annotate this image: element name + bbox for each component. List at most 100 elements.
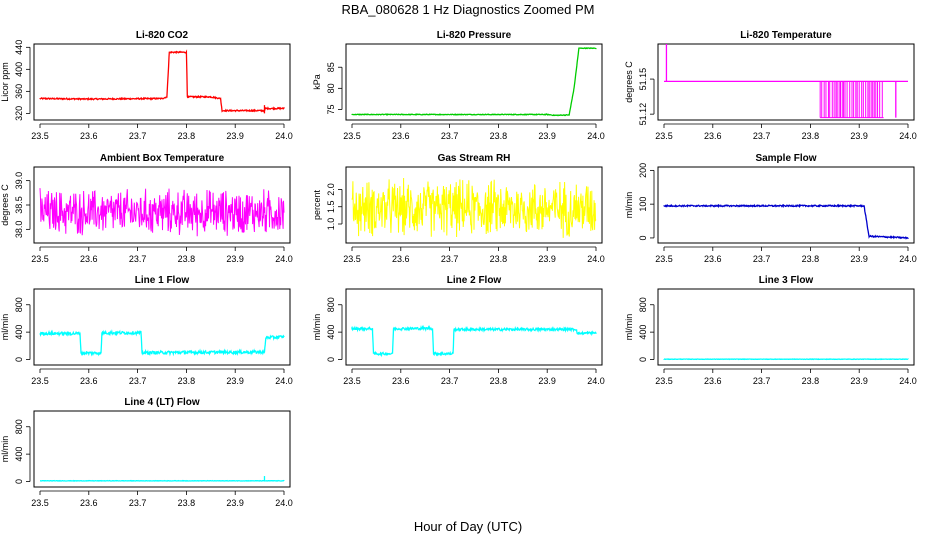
x-tick-label: 23.6: [704, 131, 722, 141]
x-tick-label: 23.8: [802, 254, 820, 264]
plot-frame: [345, 43, 603, 121]
x-tick-label: 23.7: [129, 498, 147, 508]
y-axis-label: ml/min: [624, 192, 634, 219]
x-tick-label: 23.5: [31, 254, 49, 264]
x-tick-label: 23.8: [178, 131, 196, 141]
x-tick-label: 24.0: [899, 254, 917, 264]
x-tick-label: 23.5: [655, 254, 673, 264]
panel-title: Li-820 CO2: [136, 30, 189, 41]
plot-data: [351, 46, 597, 117]
x-tick-label: 23.6: [80, 498, 98, 508]
y-tick-label: 0: [14, 357, 24, 362]
x-tick-label: 23.9: [538, 254, 556, 264]
x-tick-label: 23.5: [343, 376, 361, 386]
series-line: [39, 329, 285, 357]
y-tick-label: 80: [326, 83, 336, 93]
y-tick-label: 800: [14, 419, 24, 434]
x-tick-label: 23.8: [178, 376, 196, 386]
x-tick-label: 23.7: [441, 376, 459, 386]
y-tick-label: 0: [638, 235, 648, 240]
x-tick-label: 24.0: [275, 254, 293, 264]
x-tick-label: 23.5: [31, 131, 49, 141]
x-tick-label: 23.7: [441, 131, 459, 141]
y-tick-label: 38.0: [14, 221, 24, 239]
y-tick-label: 400: [14, 325, 24, 340]
y-tick-label: 51.12: [638, 103, 648, 126]
y-tick-label: 400: [14, 447, 24, 462]
x-tick-label: 24.0: [275, 131, 293, 141]
series-line: [39, 49, 285, 113]
x-tick-label: 23.5: [31, 498, 49, 508]
y-tick-label: 51.15: [638, 68, 648, 91]
x-tick-label: 24.0: [275, 498, 293, 508]
x-tick-label: 23.7: [129, 131, 147, 141]
y-axis-label: degrees C: [624, 61, 634, 103]
x-tick-label: 24.0: [275, 376, 293, 386]
panel-title: Li-820 Temperature: [740, 30, 832, 41]
y-tick-label: 85: [326, 62, 336, 72]
series-line: [351, 324, 597, 358]
x-tick-label: 23.9: [226, 376, 244, 386]
x-tick-label: 23.8: [178, 254, 196, 264]
plot-data: [351, 324, 597, 358]
plot-frame: [657, 43, 915, 121]
x-tick-label: 24.0: [899, 376, 917, 386]
y-tick-label: 440: [14, 40, 24, 55]
x-tick-label: 23.8: [490, 376, 508, 386]
series-line: [351, 46, 597, 117]
panel-7: Line 1 Flow 23.5 23.6 23.7 23.8 23.9 24.0 0 400 8…: [0, 275, 293, 386]
plot-frame: [657, 288, 915, 366]
plot-frame: [657, 166, 915, 244]
panel-title: Li-820 Pressure: [437, 30, 512, 41]
x-tick-label: 23.5: [31, 376, 49, 386]
y-tick-label: 100: [638, 197, 648, 212]
x-tick-label: 23.6: [80, 131, 98, 141]
plot-data: [39, 329, 285, 357]
panel-title: Ambient Box Temperature: [100, 153, 225, 164]
y-axis-label: ml/min: [312, 314, 322, 341]
x-tick-label: 23.9: [850, 254, 868, 264]
x-tick-label: 23.6: [704, 376, 722, 386]
plot-data: [39, 49, 285, 114]
series-line: [39, 188, 285, 237]
y-tick-label: 2.0: [326, 183, 336, 196]
panel-10: Line 4 (LT) Flow 23.5 23.6 23.7 23.8 23.9 24.0…: [0, 397, 293, 508]
panel-2: Li-820 Pressure 23.5 23.6 23.7 23.8 23.9 24.0 7…: [312, 30, 605, 141]
x-tick-label: 23.8: [490, 131, 508, 141]
x-tick-label: 24.0: [587, 131, 605, 141]
y-tick-label: 400: [14, 62, 24, 77]
y-tick-label: 38.5: [14, 196, 24, 214]
plot-data: [663, 203, 909, 240]
plot-data: [40, 476, 285, 482]
x-tick-label: 23.6: [392, 376, 410, 386]
panel-title: Line 3 Flow: [759, 275, 814, 286]
x-tick-label: 23.9: [538, 376, 556, 386]
x-tick-label: 23.5: [343, 254, 361, 264]
series-line: [663, 203, 909, 240]
y-tick-label: 1.0: [326, 218, 336, 231]
y-tick-label: 800: [14, 297, 24, 312]
plot-data: [664, 44, 908, 119]
panel-4: Ambient Box Temperature 23.5 23.6 23.7 23.8 2…: [0, 153, 293, 264]
y-tick-label: 75: [326, 104, 336, 114]
x-tick-label: 23.5: [343, 131, 361, 141]
plot-frame: [33, 288, 291, 366]
x-tick-label: 23.5: [655, 131, 673, 141]
x-tick-label: 23.6: [80, 254, 98, 264]
x-tick-label: 23.9: [850, 376, 868, 386]
y-axis-label: kPa: [312, 74, 322, 90]
y-tick-label: 0: [14, 479, 24, 484]
plot-frame: [33, 43, 291, 121]
x-tick-label: 23.7: [441, 254, 459, 264]
y-axis-label: ml/min: [0, 314, 10, 341]
plot-data: [351, 177, 597, 238]
x-tick-label: 23.5: [655, 376, 673, 386]
panel-3: Li-820 Temperature 23.5 23.6 23.7 23.8 23.9 24…: [624, 30, 917, 141]
x-tick-label: 23.7: [129, 376, 147, 386]
x-tick-label: 24.0: [587, 254, 605, 264]
plot-frame: [345, 166, 603, 244]
panel-8: Line 2 Flow 23.5 23.6 23.7 23.8 23.9 24.0 0 400 8…: [312, 275, 605, 386]
panel-title: Gas Stream RH: [438, 153, 511, 164]
panel-title: Line 2 Flow: [447, 275, 502, 286]
